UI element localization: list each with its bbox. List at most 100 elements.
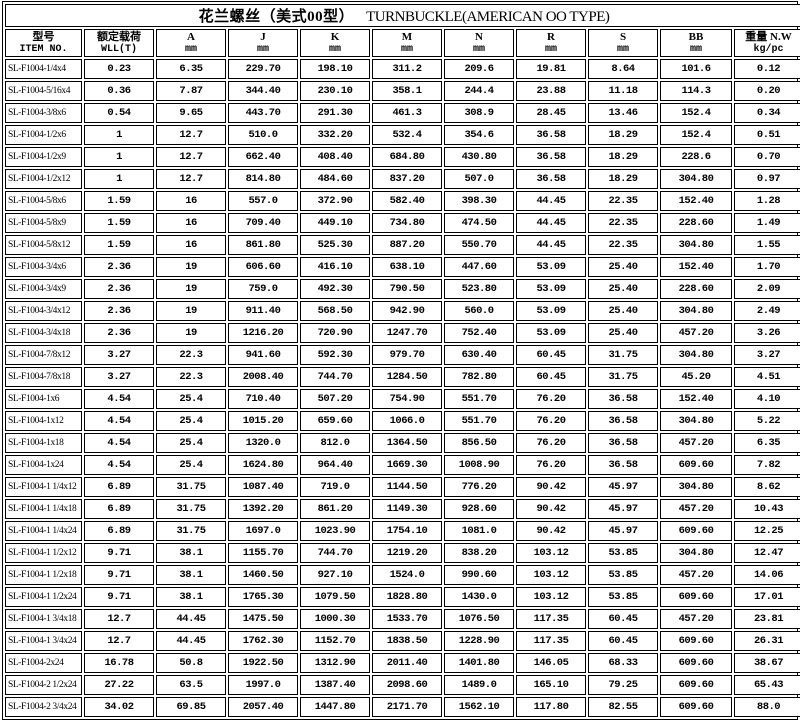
table-cell: 69.85 [156,697,226,717]
table-cell: 568.50 [300,301,370,321]
table-cell: 2.36 [84,257,154,277]
table-cell: 103.12 [516,587,586,607]
table-cell: 638.10 [372,257,442,277]
table-cell: 45.97 [588,499,658,519]
table-cell: 304.80 [660,345,732,365]
table-cell: 1392.20 [228,499,298,519]
table-cell: 12.47 [734,543,800,563]
table-cell: 304.80 [660,235,732,255]
item-no-cell: SL-F1004-3/4x12 [5,301,82,321]
table-cell: 776.20 [444,477,514,497]
table-cell: 8.64 [588,59,658,79]
table-cell: 304.80 [660,477,732,497]
table-cell: 90.42 [516,521,586,541]
table-cell: 68.33 [588,653,658,673]
table-cell: 1079.50 [300,587,370,607]
table-row: SL-F1004-5/8x6 1.59 16 557.0 372.90 582.40 398… [5,191,800,211]
table-cell: 34.02 [84,697,154,717]
table-cell: 582.40 [372,191,442,211]
table-cell: 19 [156,323,226,343]
table-cell: 16 [156,191,226,211]
column-header-unit: mm [184,43,197,55]
table-cell: 457.20 [660,323,732,343]
table-cell: 609.60 [660,587,732,607]
table-cell: 25.40 [588,257,658,277]
table-cell: 550.70 [444,235,514,255]
table-cell: 979.70 [372,345,442,365]
table-cell: 720.90 [300,323,370,343]
table-cell: 1023.90 [300,521,370,541]
table-cell: 9.71 [84,543,154,563]
table-cell: 44.45 [516,235,586,255]
table-cell: 2.36 [84,301,154,321]
table-title-chinese: 花兰螺丝（美式00型） [198,9,355,25]
table-cell: 23.88 [516,81,586,101]
column-header-label: M [401,30,413,43]
table-cell: 45.97 [588,521,658,541]
table-cell: 101.6 [660,59,732,79]
table-cell: 16 [156,235,226,255]
table-cell: 887.20 [372,235,442,255]
table-cell: 25.40 [588,279,658,299]
table-cell: 1447.80 [300,697,370,717]
table-cell: 90.42 [516,499,586,519]
table-cell: 9.65 [156,103,226,123]
column-header-unit: mm [256,43,269,55]
item-no-cell: SL-F1004-3/4x6 [5,257,82,277]
table-cell: 12.7 [84,631,154,651]
table-cell: 790.50 [372,279,442,299]
table-cell: 457.20 [660,499,732,519]
table-cell: 1 [84,125,154,145]
table-cell: 152.40 [660,389,732,409]
table-cell: 1669.30 [372,455,442,475]
table-cell: 0.36 [84,81,154,101]
table-row: SL-F1004-2 3/4x24 34.02 69.85 2057.40 1447.8… [5,697,800,717]
table-cell: 31.75 [588,345,658,365]
table-cell: 304.80 [660,411,732,431]
table-cell: 609.60 [660,653,732,673]
table-cell: 630.40 [444,345,514,365]
table-cell: 1489.0 [444,675,514,695]
table-row: SL-F1004-5/8x9 1.59 16 709.40 449.10 734.80 47… [5,213,800,233]
table-cell: 36.58 [516,169,586,189]
table-cell: 304.80 [660,301,732,321]
table-cell: 44.45 [156,609,226,629]
table-cell: 117.35 [516,631,586,651]
table-cell: 2011.40 [372,653,442,673]
table-row: SL-F1004-3/4x9 2.36 19 759.0 492.30 790.50 523… [5,279,800,299]
table-cell: 1155.70 [228,543,298,563]
table-cell: 60.45 [516,345,586,365]
table-row: SL-F1004-1x24 4.54 25.4 1624.80 964.40 1669.3… [5,455,800,475]
table-cell: 430.80 [444,147,514,167]
table-cell: 927.10 [300,565,370,585]
table-cell: 23.81 [734,609,800,629]
table-cell: 1216.20 [228,323,298,343]
table-cell: 44.45 [516,191,586,211]
table-cell: 76.20 [516,411,586,431]
table-cell: 19.81 [516,59,586,79]
table-cell: 6.35 [734,433,800,453]
item-no-cell: SL-F1004-1 1/4x24 [5,521,82,541]
table-cell: 354.6 [444,125,514,145]
table-cell: 609.60 [660,675,732,695]
item-no-cell: SL-F1004-3/4x18 [5,323,82,343]
table-cell: 447.60 [444,257,514,277]
table-cell: 12.7 [84,609,154,629]
table-cell: 88.0 [734,697,800,717]
table-cell: 3.26 [734,323,800,343]
table-cell: 22.3 [156,345,226,365]
table-cell: 152.40 [660,191,732,211]
table-row: SL-F1004-1 1/2x24 9.71 38.1 1765.30 1079.50 1… [5,587,800,607]
table-cell: 165.10 [516,675,586,695]
table-row: SL-F1004-3/8x6 0.54 9.65 443.70 291.30 461.3 3… [5,103,800,123]
table-cell: 609.60 [660,697,732,717]
table-cell: 308.9 [444,103,514,123]
item-no-cell: SL-F1004-1 3/4x24 [5,631,82,651]
table-cell: 0.23 [84,59,154,79]
table-cell: 609.60 [660,521,732,541]
table-cell: 152.4 [660,125,732,145]
table-cell: 532.4 [372,125,442,145]
column-header-label: N [475,30,483,43]
